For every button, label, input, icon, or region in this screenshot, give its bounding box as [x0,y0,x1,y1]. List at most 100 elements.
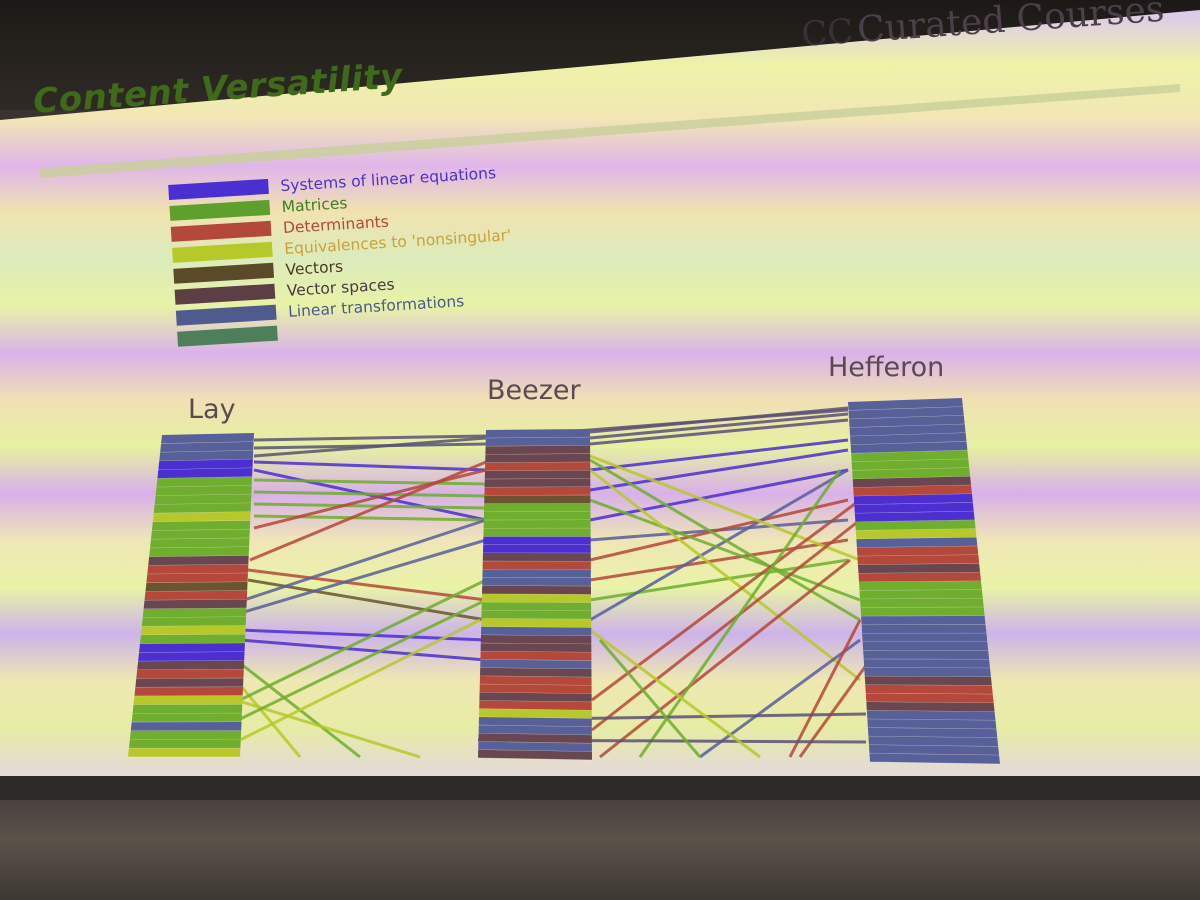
hefferon-column-segment [861,615,986,625]
lay-column-segment [142,608,247,618]
connector-line [598,639,702,758]
lay-column-segment [161,433,254,444]
hefferon-column-segment [858,572,981,582]
connector-line [589,538,849,582]
beezer-column-segment [481,610,592,620]
beezer-column-segment [482,577,591,587]
lay-column-segment [133,695,243,705]
hefferon-column-segment [853,493,973,505]
connector-line [239,618,481,742]
hefferon-column-segment [855,520,976,531]
lay-column-segment [139,643,245,653]
lay-column-segment [130,721,242,731]
connector-line [589,454,861,562]
hefferon-column-segment [851,459,970,471]
beezer-column-segment [484,478,591,488]
connector-line [235,698,421,759]
connector-line [253,514,487,522]
beezer-column-segment [484,470,591,480]
connector-line [253,502,487,510]
beezer-column-segment [479,692,592,703]
beezer-column-segment [482,569,591,578]
connector-line [235,658,361,759]
lay-column-segment [150,529,250,540]
hefferon-column-segment [860,598,984,608]
room-wall [0,800,1200,900]
hefferon-column-segment [864,676,992,686]
beezer-column-divider [477,757,593,761]
lay-column-segment [128,739,241,749]
hefferon-column-segment [859,589,983,600]
beezer-column-segment [480,667,592,678]
lay-column-segment [146,573,248,583]
connector-line [237,598,487,722]
connector-lines [234,406,872,759]
beezer-column-segment [478,717,592,727]
hefferon-column-segment [849,424,966,437]
hefferon-column-segment [866,702,995,712]
hefferon-column-segment [855,528,977,540]
lay-column-segment [137,660,245,670]
beezer-column-segment [483,520,591,529]
hefferon-column-segment [860,607,985,617]
beezer-column-segment [482,553,591,562]
lay-column-segment [157,468,253,479]
lay-column-segment [129,730,242,740]
hefferon-column-segment [866,710,996,721]
beezer-column-segment [484,486,591,496]
connector-line [589,628,761,759]
connector-line [234,679,302,758]
legend-label: Matrices [281,193,348,216]
lay-column-segment [147,564,249,575]
beezer-column-segment [485,462,591,471]
lay-column-segment [145,581,248,592]
hefferon-column-segment [859,581,982,591]
lay-column-segment [148,555,249,566]
connector-line [589,438,849,472]
lay-column-segment [153,503,251,514]
lay-column-segment [141,616,247,627]
lay-column-divider [153,511,251,514]
beezer-column-segment [483,511,591,521]
connector-line [253,490,487,498]
hefferon-column-segment [857,563,981,574]
connector-line [247,568,487,602]
lay-column-segment [158,459,253,470]
beezer-column-segment [483,528,591,537]
lay-column-segment [160,441,254,453]
connector-line [589,498,849,562]
beezer-column-segment [479,700,592,711]
lay-column-segment [138,651,245,662]
connector-line [243,538,487,614]
connector-line [589,458,861,622]
lay-column-segment [156,476,253,488]
hefferon-column-segment [863,650,990,660]
hefferon-column-segment [867,719,997,730]
beezer-column-segment [481,626,592,636]
hefferon-column-segment [869,753,1000,764]
lay-column-segment [149,546,250,557]
beezer-column-segment [485,445,591,455]
beezer-column-segment [479,684,592,694]
hefferon-column-segment [853,485,972,497]
connector-line [253,478,487,486]
lay-column-segment [159,450,254,462]
beezer-column-segment [478,749,592,760]
hefferon-column-segment [862,642,989,651]
lay-column-segment [131,713,242,723]
legend: Systems of linear equations Matrices Det… [168,161,517,349]
beezer-column-segment [481,602,592,612]
lay-column-segment [132,704,243,714]
connector-line [599,558,851,759]
lay-column-segment [128,748,241,757]
hefferon-column-segment [852,467,971,480]
beezer-column-segment [480,651,592,661]
connector-line [253,460,487,472]
hefferon-column-segment [867,727,998,738]
hefferon-column-divider [869,761,1001,765]
connector-line [253,434,487,442]
connector-line [239,638,487,662]
connector-line [699,638,861,759]
connector-line [589,468,849,522]
